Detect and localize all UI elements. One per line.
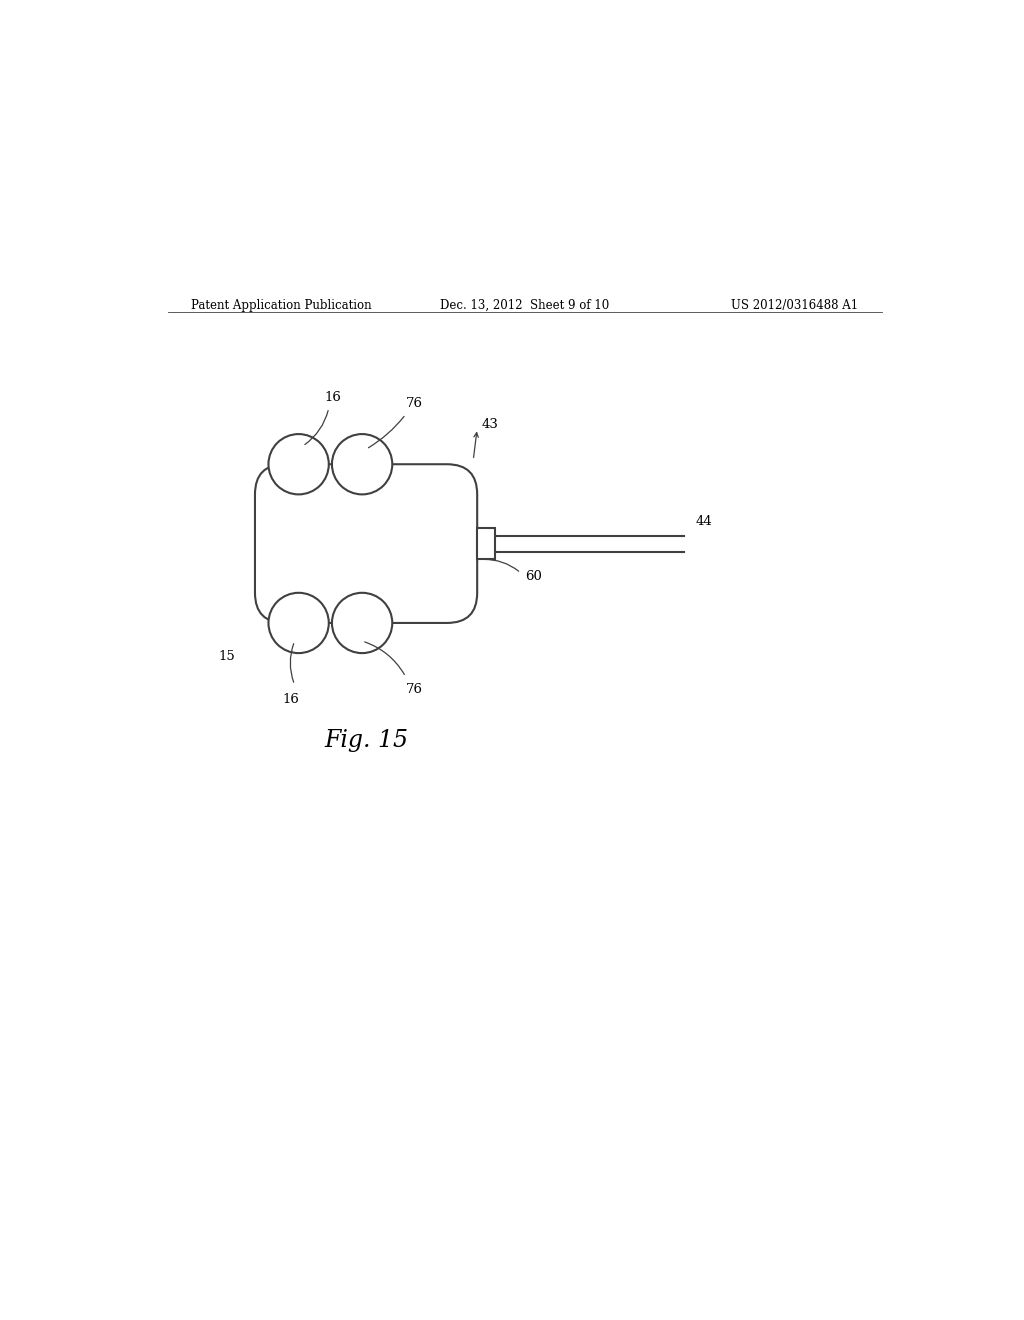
Circle shape [332, 434, 392, 495]
Text: US 2012/0316488 A1: US 2012/0316488 A1 [731, 300, 858, 312]
Circle shape [268, 434, 329, 495]
Text: 76: 76 [406, 397, 423, 411]
Text: 60: 60 [524, 570, 542, 583]
Text: 15: 15 [219, 649, 236, 663]
Bar [477, 528, 495, 560]
Text: 76: 76 [406, 684, 423, 696]
Circle shape [268, 593, 329, 653]
Text: Dec. 13, 2012  Sheet 9 of 10: Dec. 13, 2012 Sheet 9 of 10 [440, 300, 609, 312]
Text: 44: 44 [695, 515, 712, 528]
Circle shape [332, 593, 392, 653]
Text: 16: 16 [283, 693, 299, 706]
Text: 43: 43 [481, 418, 498, 432]
FancyBboxPatch shape [255, 465, 477, 623]
Text: Patent Application Publication: Patent Application Publication [191, 300, 372, 312]
Text: Fig. 15: Fig. 15 [324, 729, 409, 752]
Text: 16: 16 [325, 391, 341, 404]
